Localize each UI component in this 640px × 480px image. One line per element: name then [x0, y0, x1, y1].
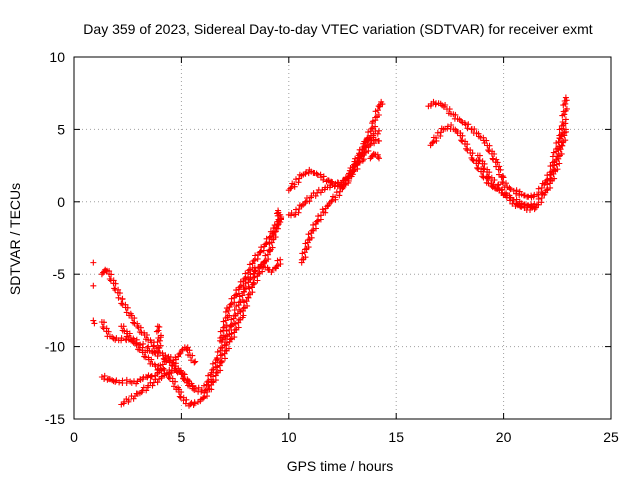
series-track-c	[98, 344, 199, 387]
data-points	[90, 94, 570, 409]
x-tick-label: 25	[603, 429, 619, 445]
data-point-markers	[217, 207, 285, 344]
data-point-markers	[298, 98, 386, 266]
x-axis-label: GPS time / hours	[287, 458, 394, 474]
series-track-f	[217, 207, 285, 344]
data-point-markers	[118, 367, 198, 408]
data-point-markers	[427, 122, 569, 210]
y-tick-label: -10	[45, 339, 65, 355]
data-point-marker	[90, 282, 97, 289]
series-isolated	[90, 259, 98, 327]
data-point-marker	[90, 317, 97, 324]
series-track-m	[474, 152, 539, 213]
x-tick-label: 20	[496, 429, 512, 445]
data-point-marker	[91, 320, 98, 327]
data-point-marker	[90, 259, 97, 266]
series-track-d	[118, 367, 198, 408]
x-tick-label: 5	[178, 429, 186, 445]
y-tick-label: 5	[57, 121, 65, 137]
x-tick-label: 15	[388, 429, 404, 445]
series-track-i	[298, 98, 386, 266]
grid-lines	[74, 57, 611, 419]
data-point-markers	[367, 150, 383, 162]
data-point-markers	[98, 344, 199, 387]
x-tick-label: 0	[70, 429, 78, 445]
data-point-markers	[474, 152, 539, 213]
chart-title: Day 359 of 2023, Sidereal Day-to-day VTE…	[83, 21, 592, 37]
y-axis-label: SDTVAR / TECUs	[7, 183, 23, 295]
series-track-l	[427, 122, 569, 210]
y-tick-label: -15	[45, 411, 65, 427]
y-tick-label: 10	[49, 49, 65, 65]
series-track-j	[367, 150, 383, 162]
plot-frame	[73, 56, 612, 420]
x-tick-label: 10	[281, 429, 297, 445]
y-tick-label: -5	[53, 266, 66, 282]
series-track-e	[118, 323, 164, 360]
data-point-markers	[118, 323, 164, 360]
y-tick-label: 0	[57, 194, 65, 210]
axis-ticks: 0 5 10 15 20 25 -15 -10 -5 0 5 10	[45, 49, 619, 445]
